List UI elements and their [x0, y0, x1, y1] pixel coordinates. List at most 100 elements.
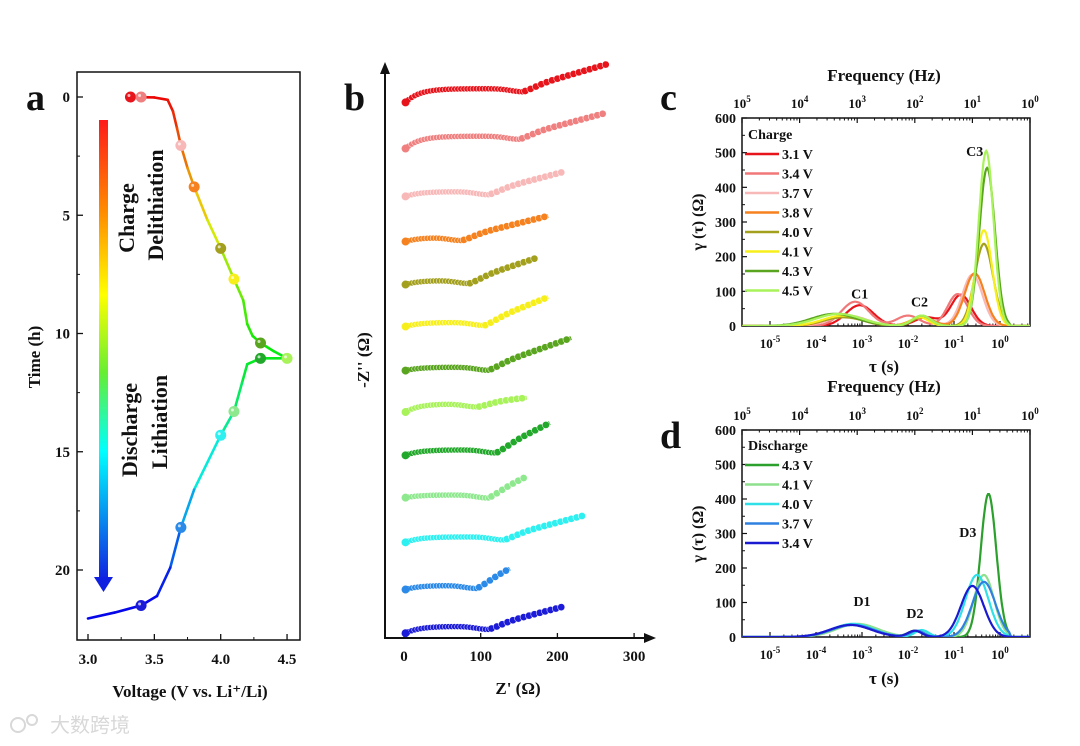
watermark-logo-icon — [26, 714, 38, 726]
x-tick-label: 3.5 — [145, 652, 164, 668]
legend-title: Discharge — [748, 439, 808, 454]
nyquist-point — [518, 394, 526, 403]
legend-item: 3.1 V — [745, 148, 813, 163]
legend-label: 4.3 V — [782, 459, 813, 474]
panel-d-peak-labels: D1 D2 D3 — [853, 526, 976, 622]
nyquist-point — [562, 335, 571, 344]
drt-series-38V — [742, 272, 1030, 326]
nyquist-point — [578, 512, 586, 520]
x-tick-label: 300 — [623, 649, 646, 665]
discharge-label: Discharge — [117, 383, 142, 477]
eis-point-marker — [135, 599, 147, 611]
eis-point-marker — [255, 352, 267, 364]
top-tick-label: 100 — [1021, 406, 1039, 423]
nyquist-series — [401, 394, 527, 417]
legend-item: 3.7 V — [745, 518, 813, 533]
nyquist-series — [401, 168, 566, 201]
time-colorbar-arrow — [99, 120, 108, 580]
y-tick-label: 200 — [715, 562, 736, 577]
panel-c-top-title: Frequency (Hz) — [827, 66, 940, 85]
marker-highlight — [127, 94, 131, 97]
charge-discharge-segment — [192, 185, 209, 222]
charge-discharge-segment — [241, 299, 249, 326]
marker-highlight — [217, 245, 221, 249]
top-tick-label: 103 — [848, 94, 866, 111]
peak-label: D2 — [906, 607, 923, 622]
nyquist-point — [486, 576, 494, 585]
eis-point-marker — [215, 429, 227, 441]
x-tick-label: 100 — [991, 334, 1009, 351]
nyquist-point — [542, 421, 550, 429]
nyquist-point — [401, 538, 410, 547]
nyquist-series — [401, 421, 551, 460]
marker-highlight — [230, 276, 234, 280]
nyquist-point — [598, 109, 607, 118]
nyquist-point — [401, 366, 410, 375]
drt-series-45V — [742, 148, 1030, 326]
x-tick-label: 10-5 — [760, 645, 781, 662]
eis-point-marker — [124, 91, 136, 103]
panel-b-curves — [401, 60, 610, 638]
eis-point-marker — [188, 181, 200, 193]
nyquist-series — [401, 603, 566, 638]
nyquist-point — [504, 441, 513, 450]
panel-a-xlabel: Voltage (V vs. Li⁺/Li) — [112, 682, 267, 701]
charge-discharge-segment — [86, 611, 116, 620]
legend-item: 4.1 V — [745, 246, 813, 261]
legend-label: 3.7 V — [782, 187, 813, 202]
eis-point-marker — [255, 337, 267, 349]
legend-label: 4.0 V — [782, 226, 813, 241]
nyquist-point — [530, 254, 539, 263]
peak-label: D1 — [853, 595, 870, 610]
x-tick-label: 10-2 — [898, 334, 919, 351]
arrow-head-icon — [94, 577, 113, 592]
marker-highlight — [138, 602, 142, 606]
legend-label: 3.8 V — [782, 207, 813, 222]
legend-label: 4.5 V — [782, 285, 813, 300]
panel-b: 0 100 200 300 -Z'' (Ω) Z' (Ω) — [354, 60, 656, 698]
charge-discharge-segment — [155, 566, 172, 598]
charge-label: Charge — [114, 183, 139, 253]
legend-label: 3.4 V — [782, 168, 813, 183]
panel-a-frame — [76, 71, 301, 641]
y-tick-label: 15 — [55, 445, 70, 461]
nyquist-point — [401, 192, 410, 201]
charge-discharge-segment — [166, 98, 175, 113]
legend-item: 4.0 V — [745, 498, 813, 513]
nyquist-point — [401, 237, 410, 246]
y-tick-label: 5 — [63, 208, 71, 224]
x-tick-label: 4.0 — [211, 652, 230, 668]
nyquist-series — [401, 474, 528, 502]
panel-c: 0 100 200 300 400 500 600 10-5 10-4 10-3 10-2 10-1 1… — [690, 66, 1039, 376]
y-tick-label: 400 — [715, 493, 736, 508]
peak-label: C2 — [911, 296, 928, 311]
eis-point-marker — [175, 521, 187, 533]
marker-highlight — [138, 94, 142, 97]
y-tick-label: 300 — [715, 216, 736, 231]
y-tick-label: 0 — [729, 320, 736, 335]
panel-letter-d: d — [660, 415, 681, 457]
eis-point-marker — [228, 273, 240, 285]
nyquist-series — [401, 109, 607, 153]
legend-item: 3.7 V — [745, 187, 813, 202]
nyquist-series — [401, 294, 549, 331]
panel-c-ylabel: γ (τ) (Ω) — [690, 194, 707, 252]
peak-label: D3 — [959, 526, 976, 541]
peak-label: C1 — [851, 287, 868, 302]
nyquist-point — [502, 566, 510, 575]
top-tick-label: 101 — [964, 94, 982, 111]
delithiation-label: Delithiation — [143, 149, 168, 260]
eis-point-marker — [228, 406, 240, 418]
legend-label: 3.1 V — [782, 148, 813, 163]
marker-highlight — [284, 355, 288, 359]
top-tick-label: 102 — [906, 94, 924, 111]
top-tick-label: 101 — [964, 406, 982, 423]
drt-series-34V — [742, 292, 1030, 326]
nyquist-point — [401, 98, 410, 107]
charge-discharge-segment — [245, 322, 254, 338]
panel-a: 0 5 10 15 20 3.0 3.5 4.0 4.5 Charge Delithiation… — [25, 71, 301, 701]
panel-c-peak-labels: C1 C2 C3 — [851, 145, 983, 310]
x-tick-label: 3.0 — [79, 652, 98, 668]
legend-item: 4.1 V — [745, 479, 813, 494]
